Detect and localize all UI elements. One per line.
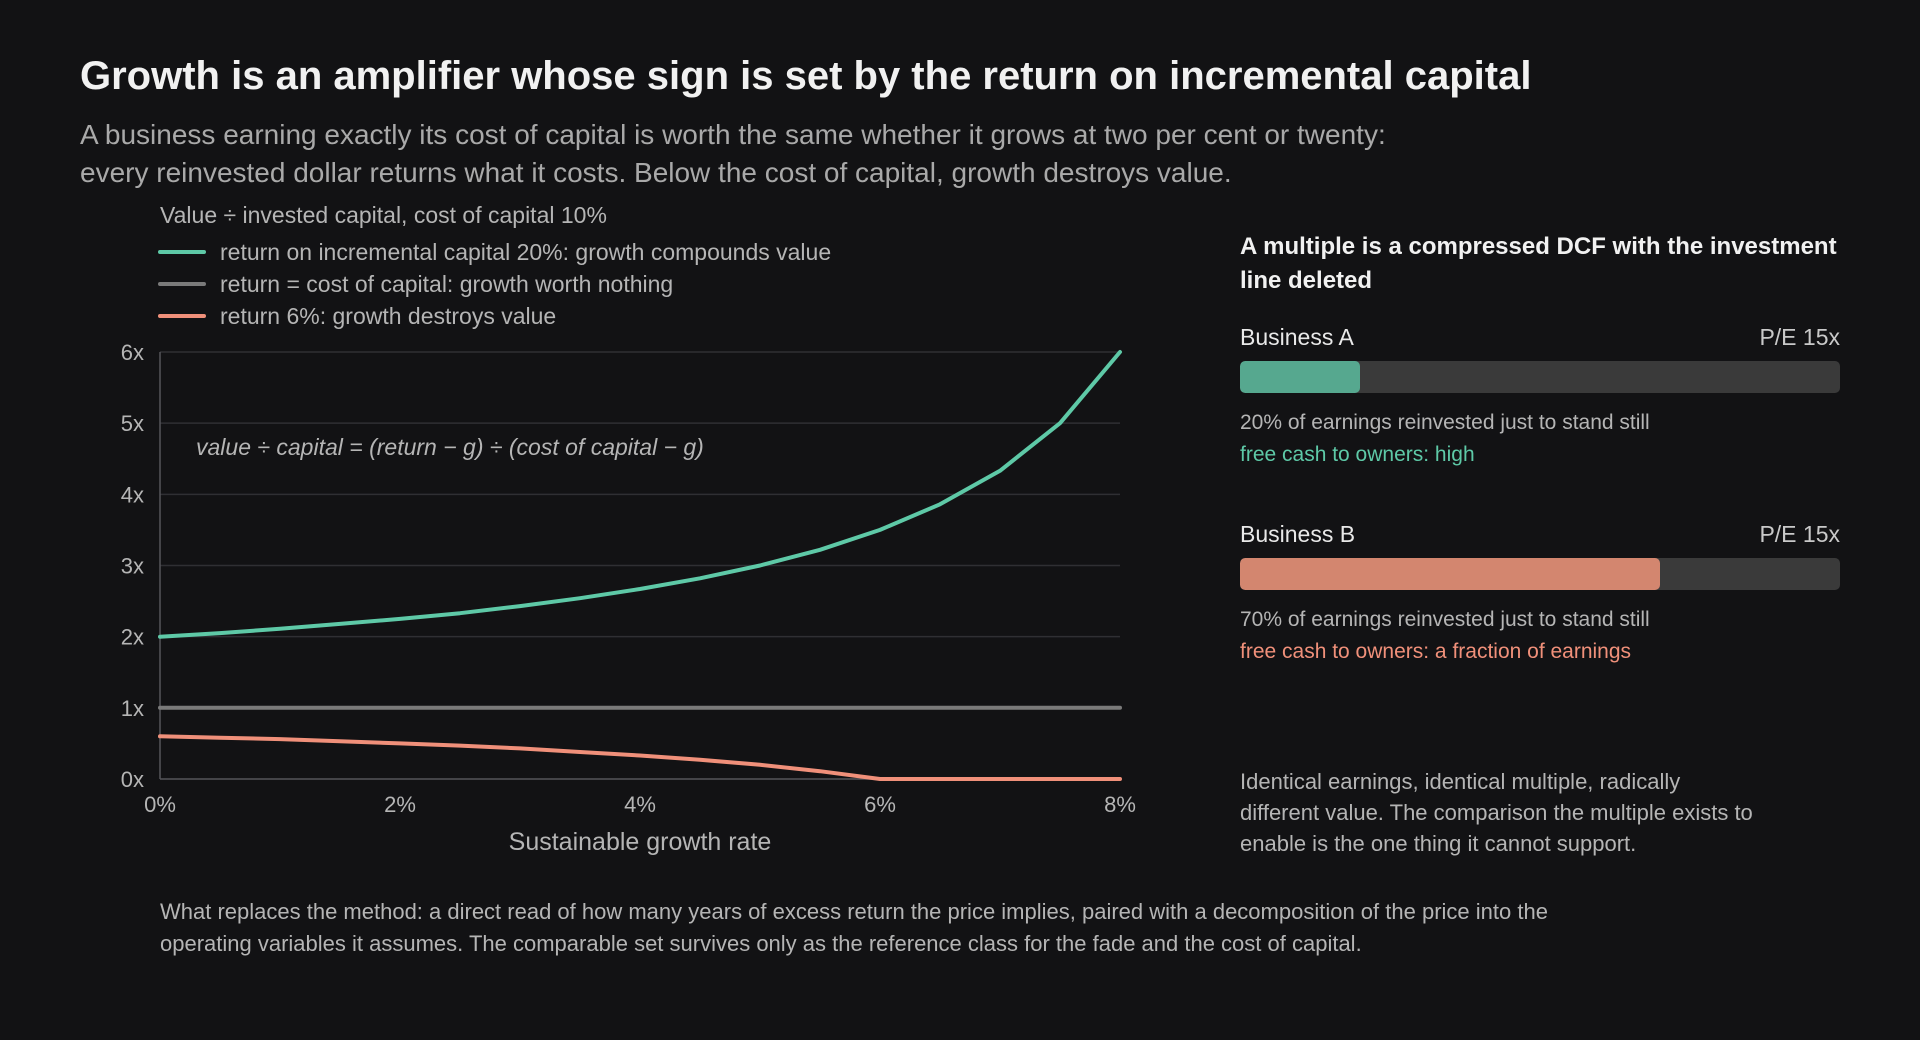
- legend-swatch-low-return: [158, 314, 206, 318]
- subtitle: A business earning exactly its cost of c…: [80, 116, 1386, 192]
- subtitle-line-2: every reinvested dollar returns what it …: [80, 157, 1232, 188]
- x-tick-label-2: 4%: [624, 792, 656, 817]
- legend-swatch-high-return: [158, 250, 206, 254]
- legend-label-neutral: return = cost of capital: growth worth n…: [220, 270, 674, 297]
- footnote: What replaces the method: a direct read …: [160, 899, 1548, 956]
- business-b-card: Business B P/E 15x 70% of earnings reinv…: [1240, 521, 1840, 668]
- y-tick-label-0: 0x: [121, 767, 144, 792]
- series-line-high-return: [158, 350, 1122, 639]
- formula-annotation: value ÷ capital = (return − g) ÷ (cost o…: [196, 434, 704, 460]
- y-tick-label-3: 3x: [121, 554, 144, 579]
- legend-item-high-return: return on incremental capital 20%: growt…: [158, 236, 831, 268]
- business-a-reinvest-bar: [1240, 361, 1840, 393]
- panel-conclusion: Identical earnings, identical multiple, …: [1240, 769, 1753, 856]
- x-tick-label-0: 0%: [144, 792, 176, 817]
- x-tick-label-4: 8%: [1104, 792, 1136, 817]
- x-tick-label-1: 2%: [384, 792, 416, 817]
- y-tick-label-4: 4x: [121, 482, 144, 507]
- business-b-reinvest-bar: [1240, 558, 1840, 590]
- y-tick-label-1: 1x: [121, 696, 144, 721]
- business-a-card: Business A P/E 15x 20% of earnings reinv…: [1240, 324, 1840, 471]
- panel-title: A multiple is a compressed DCF with the …: [1240, 233, 1837, 294]
- business-b-header: Business B P/E 15x: [1240, 521, 1840, 548]
- legend-swatch-neutral: [158, 282, 206, 286]
- business-b-reinvest-fill: [1240, 558, 1660, 590]
- chart-title: Value ÷ invested capital, cost of capita…: [160, 202, 607, 228]
- business-a-reinvest-fill: [1240, 361, 1360, 393]
- business-a-note: 20% of earnings reinvested just to stand…: [1240, 411, 1650, 434]
- y-tick-label-6: 6x: [121, 340, 144, 365]
- x-axis-label: Sustainable growth rate: [509, 828, 772, 856]
- business-a-cash: free cash to owners: high: [1240, 443, 1475, 466]
- business-a-name: Business A: [1240, 324, 1354, 350]
- business-b-name: Business B: [1240, 521, 1356, 547]
- business-b-pe: P/E 15x: [1759, 521, 1840, 547]
- x-tick-label-3: 6%: [864, 792, 896, 817]
- y-tick-label-5: 5x: [121, 411, 144, 436]
- subtitle-line-1: A business earning exactly its cost of c…: [80, 119, 1386, 150]
- growth-value-chart: 0x 1x 2x 3x 4x 5x 6x 0% 2% 4% 6% 8% Sustainable grow…: [121, 340, 1136, 856]
- legend-item-neutral: return = cost of capital: growth worth n…: [158, 268, 831, 300]
- business-a-pe: P/E 15x: [1759, 324, 1840, 350]
- series-line-low-return: [158, 734, 1122, 781]
- legend-label-low-return: return 6%: growth destroys value: [220, 302, 557, 329]
- legend-label-high-return: return on incremental capital 20%: growt…: [220, 238, 832, 265]
- multiple-comparison-panel: A multiple is a compressed DCF with the …: [1240, 230, 1840, 718]
- legend-item-low-return: return 6%: growth destroys value: [158, 300, 831, 332]
- chart-legend: return on incremental capital 20%: growt…: [158, 236, 831, 332]
- business-b-note: 70% of earnings reinvested just to stand…: [1240, 608, 1650, 631]
- business-b-cash: free cash to owners: a fraction of earni…: [1240, 640, 1632, 663]
- y-tick-label-2: 2x: [121, 625, 144, 650]
- business-a-header: Business A P/E 15x: [1240, 324, 1840, 351]
- page-title: Growth is an amplifier whose sign is set…: [80, 54, 1532, 98]
